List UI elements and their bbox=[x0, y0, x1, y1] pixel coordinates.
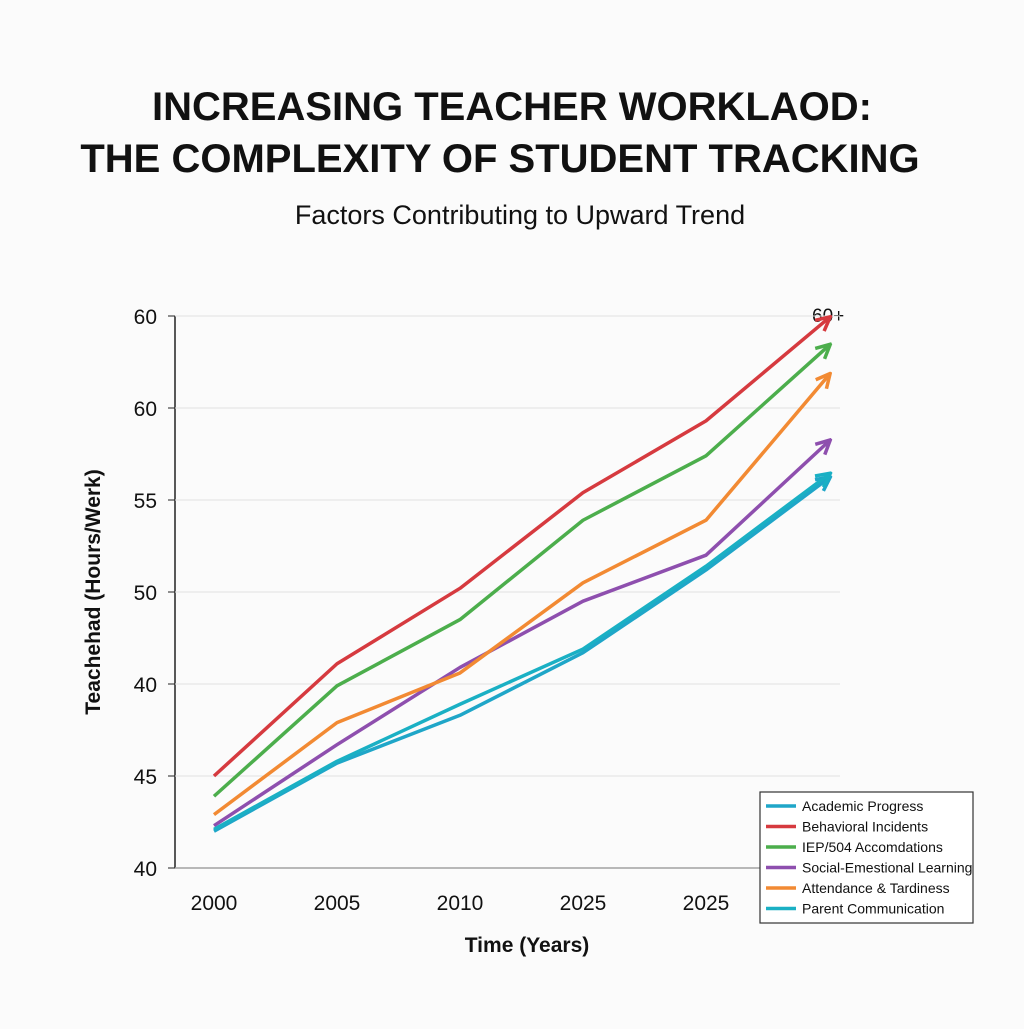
y-axis-label: Teachehad (Hours/Werk) bbox=[82, 469, 105, 714]
legend-label: Academic Progress bbox=[802, 798, 923, 814]
legend-label: Attendance & Tardiness bbox=[802, 880, 950, 896]
y-tick-label: 40 bbox=[134, 674, 157, 697]
legend: Academic Progress Behavioral Incidents IEP… bbox=[759, 791, 974, 924]
legend-box bbox=[759, 791, 974, 924]
y-tick-label: 50 bbox=[134, 582, 157, 605]
series-line bbox=[213, 441, 829, 828]
legend-label: Social-Emestional Learning bbox=[802, 860, 972, 876]
series-line bbox=[212, 318, 829, 778]
x-tick-label: 2025 bbox=[560, 892, 607, 915]
legend-label: Behavioral Incidents bbox=[802, 819, 928, 835]
y-tick-label: 60 bbox=[134, 306, 157, 329]
y-tick-label: 60 bbox=[134, 398, 157, 421]
y-tick-label: 55 bbox=[134, 490, 157, 513]
x-tick-label: 2000 bbox=[191, 892, 238, 915]
y-tick-label: 40 bbox=[134, 858, 157, 881]
legend-label: IEP/504 Accomdations bbox=[802, 839, 943, 855]
grid bbox=[168, 315, 840, 869]
x-axis-label: Time (Years) bbox=[465, 934, 590, 957]
x-tick-label: 2025 bbox=[683, 892, 730, 915]
x-tick-label: 2005 bbox=[314, 892, 361, 915]
series-line bbox=[212, 375, 829, 817]
legend-label: Parent Communication bbox=[802, 901, 944, 917]
x-tick-label: 2010 bbox=[437, 892, 484, 915]
chart-title: INCREASING TEACHER WORKLAOD: bbox=[152, 85, 872, 129]
chart-subtitle: Factors Contributing to Upward Trend bbox=[295, 200, 745, 230]
lines bbox=[212, 318, 829, 833]
series-line bbox=[213, 474, 829, 831]
chart-title: THE COMPLEXITY OF STUDENT TRACKING bbox=[80, 137, 919, 181]
y-tick-label: 45 bbox=[134, 766, 157, 789]
series-line bbox=[212, 345, 829, 798]
